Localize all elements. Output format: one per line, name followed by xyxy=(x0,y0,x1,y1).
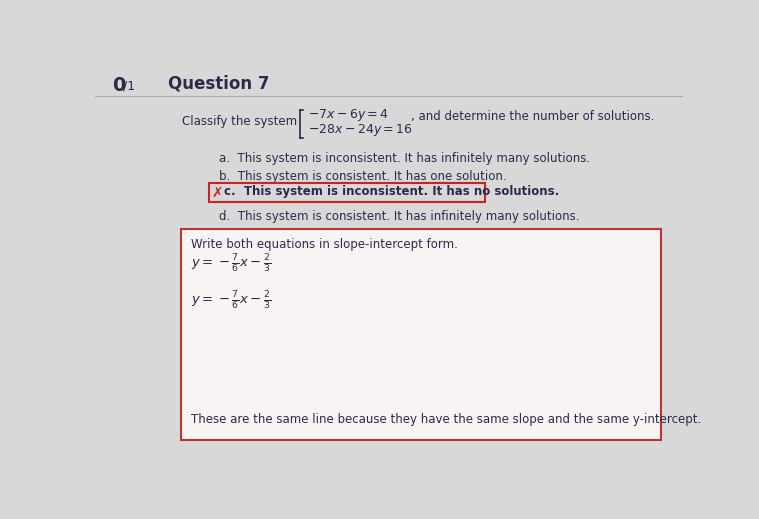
Text: ✗: ✗ xyxy=(211,186,222,200)
Text: $-28x - 24y = 16$: $-28x - 24y = 16$ xyxy=(308,122,413,139)
Text: $-7x - 6y = 4$: $-7x - 6y = 4$ xyxy=(308,107,389,123)
Text: $y = -\frac{7}{6}x - \frac{2}{3}$: $y = -\frac{7}{6}x - \frac{2}{3}$ xyxy=(191,253,271,276)
Text: , and determine the number of solutions.: , and determine the number of solutions. xyxy=(411,110,654,123)
FancyBboxPatch shape xyxy=(181,229,661,440)
Text: These are the same line because they have the same slope and the same y-intercep: These are the same line because they hav… xyxy=(191,413,701,426)
Text: d.  This system is consistent. It has infinitely many solutions.: d. This system is consistent. It has inf… xyxy=(219,210,579,223)
Text: 0: 0 xyxy=(112,76,125,95)
Text: a.  This system is inconsistent. It has infinitely many solutions.: a. This system is inconsistent. It has i… xyxy=(219,153,590,166)
Text: c.  This system is inconsistent. It has no solutions.: c. This system is inconsistent. It has n… xyxy=(225,185,559,198)
Text: b.  This system is consistent. It has one solution.: b. This system is consistent. It has one… xyxy=(219,170,506,183)
Text: Write both equations in slope-intercept form.: Write both equations in slope-intercept … xyxy=(191,238,458,251)
Text: Question 7: Question 7 xyxy=(168,75,270,92)
Text: $y = -\frac{7}{6}x - \frac{2}{3}$: $y = -\frac{7}{6}x - \frac{2}{3}$ xyxy=(191,290,271,311)
Text: /1: /1 xyxy=(123,79,135,92)
Text: Classify the system: Classify the system xyxy=(181,115,297,128)
